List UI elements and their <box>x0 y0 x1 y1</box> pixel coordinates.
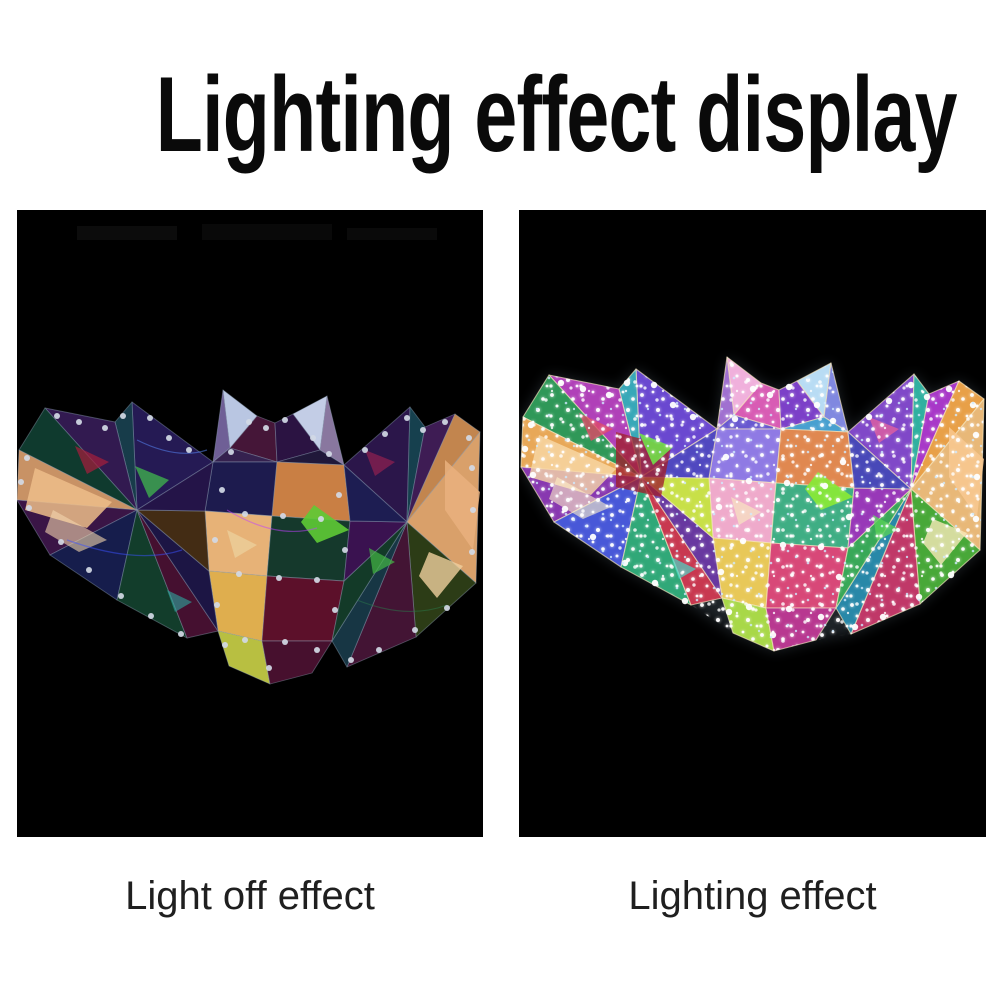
bat-ornament-unlit-image <box>17 210 483 837</box>
photo-panel-light-off <box>17 210 483 837</box>
bat-ornament-lit-image <box>519 210 986 837</box>
photo-panel-lighting <box>519 210 986 837</box>
caption-light-off: Light off effect <box>125 874 375 918</box>
caption-lighting: Lighting effect <box>628 874 877 918</box>
page-title: Lighting effect display <box>0 54 1001 174</box>
page-title-text: Lighting effect display <box>155 54 958 174</box>
